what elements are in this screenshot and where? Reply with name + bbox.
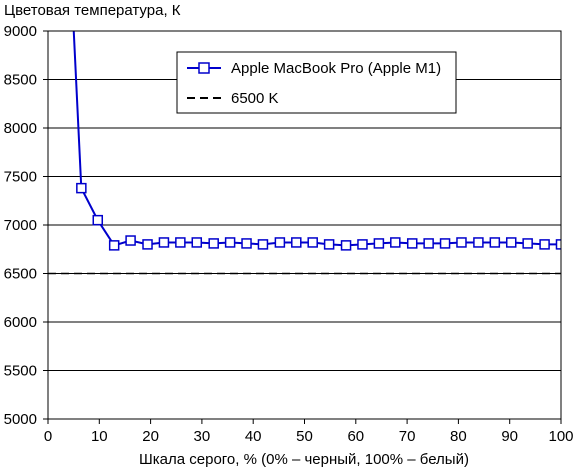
data-point-macbook (208, 238, 219, 249)
data-point-macbook (423, 238, 434, 249)
data-point-macbook (357, 239, 368, 250)
x-tick-label: 100 (548, 428, 573, 445)
data-point-macbook (373, 238, 385, 249)
series-line-macbook (72, 31, 561, 247)
x-tick-label: 50 (296, 428, 313, 445)
data-point-macbook (76, 182, 87, 194)
x-axis-label: Шкала серого, % (0% – черный, 100% – бел… (139, 451, 469, 468)
x-tick-label: 40 (245, 428, 262, 445)
x-tick-label: 10 (91, 428, 108, 445)
legend-label-macbook: Apple MacBook Pro (Apple M1) (231, 60, 441, 77)
y-axis-label: Цветовая температура, К (4, 2, 181, 19)
y-tick-label: 6000 (4, 314, 37, 331)
data-point-macbook (522, 238, 533, 249)
grid-lines (48, 79, 561, 371)
y-axis-ticks: 5000 5500 6000 6500 7000 7500 8000 8500 9000 (4, 23, 48, 428)
y-tick-label: 5500 (4, 363, 37, 380)
x-tick-label: 60 (347, 428, 364, 445)
legend-label-6500k: 6500 K (231, 90, 279, 107)
data-point-macbook (108, 240, 120, 251)
y-tick-label: 7000 (4, 217, 37, 234)
data-point-macbook (257, 239, 269, 250)
data-point-macbook (291, 237, 302, 248)
marker-layer (76, 182, 561, 251)
series-layer (48, 31, 561, 275)
data-point-macbook (142, 239, 153, 250)
x-tick-label: 20 (142, 428, 159, 445)
x-axis-ticks: 0 10 20 30 40 50 60 70 80 90 100 (44, 419, 574, 445)
data-point-macbook (125, 235, 136, 246)
x-tick-label: 70 (399, 428, 416, 445)
legend: Apple MacBook Pro (Apple M1) 6500 K (176, 51, 457, 114)
data-point-macbook (175, 237, 186, 248)
data-point-macbook (473, 237, 484, 248)
data-point-macbook (241, 238, 252, 249)
x-tick-label: 80 (450, 428, 467, 445)
x-tick-label: 30 (194, 428, 211, 445)
y-tick-label: 7500 (4, 169, 37, 186)
data-point-macbook (456, 237, 467, 248)
data-point-macbook (158, 237, 170, 248)
data-point-macbook (489, 237, 501, 248)
legend-box (176, 51, 457, 114)
data-point-macbook (224, 237, 236, 248)
y-tick-label: 5000 (4, 411, 37, 428)
y-tick-label: 8000 (4, 120, 37, 137)
y-tick-label: 6500 (4, 266, 37, 283)
y-tick-label: 9000 (4, 23, 37, 40)
plot-frame (47, 30, 562, 420)
data-point-macbook (406, 238, 418, 249)
x-tick-label: 0 (44, 428, 52, 445)
y-tick-label: 8500 (4, 72, 37, 89)
legend-swatch-macbook-marker (198, 62, 210, 74)
data-point-macbook (555, 239, 561, 250)
data-point-macbook (323, 239, 335, 250)
data-point-macbook (439, 238, 451, 249)
data-point-macbook (307, 237, 318, 248)
data-point-macbook (539, 239, 550, 250)
data-point-macbook (505, 237, 517, 248)
x-tick-label: 90 (501, 428, 518, 445)
data-point-macbook (191, 237, 203, 248)
data-point-macbook (92, 214, 104, 226)
data-point-macbook (340, 240, 352, 251)
data-point-macbook (390, 237, 401, 248)
data-point-macbook (274, 237, 286, 248)
